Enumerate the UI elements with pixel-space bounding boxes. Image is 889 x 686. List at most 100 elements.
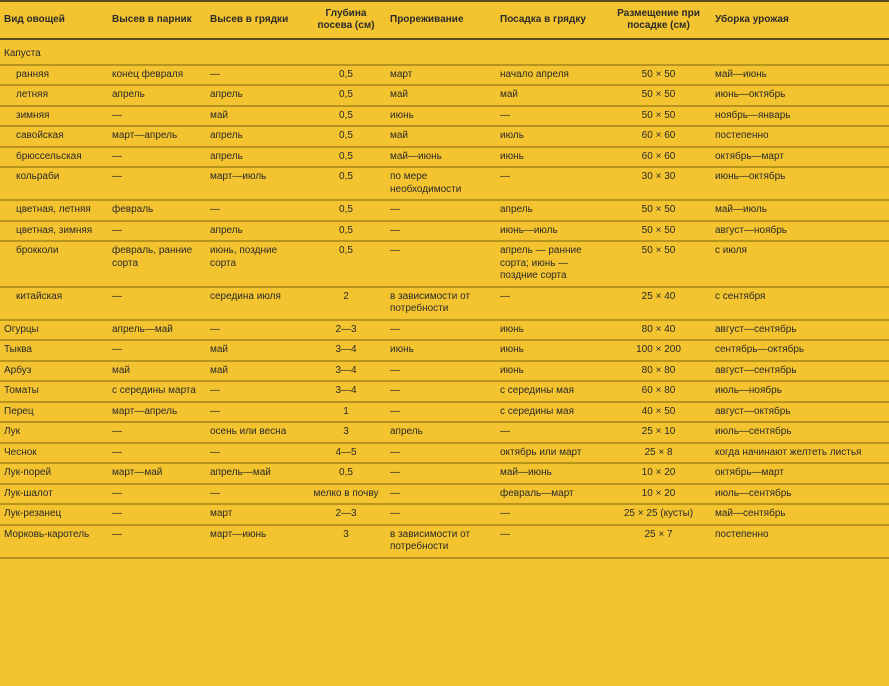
cell-depth: 1 xyxy=(306,402,386,423)
cell-harv: май—июнь xyxy=(711,65,889,86)
cell-harv: август—октябрь xyxy=(711,402,889,423)
cell-name: Лук-порей xyxy=(0,463,108,484)
cell-harv: постепенно xyxy=(711,525,889,558)
cell-harv: июнь—октябрь xyxy=(711,85,889,106)
cell-name: Лук-резанец xyxy=(0,504,108,525)
cell-space: 25 × 40 xyxy=(606,287,711,320)
col-header-gryad: Высев в грядки xyxy=(206,1,306,39)
cell-harv: август—сентябрь xyxy=(711,361,889,382)
cell-plant: июль xyxy=(496,126,606,147)
cell-gryad: — xyxy=(206,200,306,221)
cell-parnik: — xyxy=(108,287,206,320)
cell-harv: август—ноябрь xyxy=(711,221,889,242)
cell-depth: 0,5 xyxy=(306,85,386,106)
empty-cell xyxy=(496,39,606,65)
cell-space: 60 × 60 xyxy=(606,126,711,147)
cell-parnik: май xyxy=(108,361,206,382)
cell-name: Перец xyxy=(0,402,108,423)
cell-name: Огурцы xyxy=(0,320,108,341)
cell-space: 30 × 30 xyxy=(606,167,711,200)
cell-gryad: март xyxy=(206,504,306,525)
cell-space: 60 × 60 xyxy=(606,147,711,168)
cell-thin: — xyxy=(386,361,496,382)
cell-parnik: — xyxy=(108,422,206,443)
table-body: Капустаранняяконец февраля—0,5мартначало… xyxy=(0,39,889,558)
cell-depth: 3 xyxy=(306,525,386,558)
header-row: Вид овощей Высев в парник Высев в грядки… xyxy=(0,1,889,39)
cell-gryad: середина июля xyxy=(206,287,306,320)
cell-gryad: март—июнь xyxy=(206,525,306,558)
cell-depth: 3—4 xyxy=(306,340,386,361)
table-row: савойскаямарт—апрельапрель0,5майиюль60 ×… xyxy=(0,126,889,147)
cell-plant: — xyxy=(496,167,606,200)
table-row: Лук—осень или весна3апрель—25 × 10июль—с… xyxy=(0,422,889,443)
cell-gryad: — xyxy=(206,65,306,86)
cell-thin: — xyxy=(386,320,496,341)
cell-plant: с середины мая xyxy=(496,402,606,423)
cell-parnik: март—апрель xyxy=(108,402,206,423)
cell-space: 50 × 50 xyxy=(606,85,711,106)
cell-depth: 0,5 xyxy=(306,221,386,242)
cell-harv: постепенно xyxy=(711,126,889,147)
cell-plant: июнь xyxy=(496,320,606,341)
table-row: Лук-резанец—март2—3——25 × 25 (кусты)май—… xyxy=(0,504,889,525)
cell-plant: май—июнь xyxy=(496,463,606,484)
cell-thin: — xyxy=(386,241,496,287)
cell-plant: — xyxy=(496,106,606,127)
cell-depth: 0,5 xyxy=(306,147,386,168)
cell-parnik: с середины марта xyxy=(108,381,206,402)
cell-harv: июль—сентябрь xyxy=(711,422,889,443)
cell-harv: июнь—октябрь xyxy=(711,167,889,200)
cell-plant: с середины мая xyxy=(496,381,606,402)
cell-space: 60 × 80 xyxy=(606,381,711,402)
cell-plant: июнь xyxy=(496,340,606,361)
cell-plant: октябрь или март xyxy=(496,443,606,464)
col-header-depth: Глубина посева (см) xyxy=(306,1,386,39)
cell-gryad: апрель xyxy=(206,85,306,106)
cell-harv: май—июль xyxy=(711,200,889,221)
cell-thin: в зависимости от потребности xyxy=(386,525,496,558)
cell-parnik: февраль, ранние сорта xyxy=(108,241,206,287)
cell-name: ранняя xyxy=(0,65,108,86)
col-header-name: Вид овощей xyxy=(0,1,108,39)
table-row: Огурцыапрель—май—2—3—июнь80 × 40август—с… xyxy=(0,320,889,341)
empty-cell xyxy=(206,39,306,65)
cell-depth: 4—5 xyxy=(306,443,386,464)
cell-harv: май—сентябрь xyxy=(711,504,889,525)
cell-gryad: март—июль xyxy=(206,167,306,200)
table-row: Лук-пореймарт—майапрель—май0,5—май—июнь1… xyxy=(0,463,889,484)
cell-space: 100 × 200 xyxy=(606,340,711,361)
cell-name: летняя xyxy=(0,85,108,106)
cell-depth: 0,5 xyxy=(306,65,386,86)
cell-name: цветная, летняя xyxy=(0,200,108,221)
cell-gryad: май xyxy=(206,106,306,127)
table-row: Капуста xyxy=(0,39,889,65)
cell-harv: сентябрь—октябрь xyxy=(711,340,889,361)
table-row: Тыква—май3—4июньиюнь100 × 200сентябрь—ок… xyxy=(0,340,889,361)
cell-plant: — xyxy=(496,504,606,525)
cell-plant: июнь—июль xyxy=(496,221,606,242)
cell-thin: по мере необходимости xyxy=(386,167,496,200)
cell-space: 25 × 25 (кусты) xyxy=(606,504,711,525)
cell-thin: — xyxy=(386,200,496,221)
cell-space: 50 × 50 xyxy=(606,241,711,287)
cell-plant: июнь xyxy=(496,147,606,168)
cell-plant: апрель xyxy=(496,200,606,221)
cell-parnik: март—апрель xyxy=(108,126,206,147)
cell-space: 10 × 20 xyxy=(606,484,711,505)
cell-name: Морковь-каротель xyxy=(0,525,108,558)
cell-harv: октябрь—март xyxy=(711,463,889,484)
cell-harv: когда начинают желтеть листья xyxy=(711,443,889,464)
cell-gryad: осень или весна xyxy=(206,422,306,443)
cell-thin: в зависимости от потребности xyxy=(386,287,496,320)
cell-depth: мелко в почву xyxy=(306,484,386,505)
cell-name: зимняя xyxy=(0,106,108,127)
cell-space: 25 × 8 xyxy=(606,443,711,464)
cell-parnik: — xyxy=(108,167,206,200)
cell-space: 25 × 10 xyxy=(606,422,711,443)
cell-thin: май xyxy=(386,85,496,106)
cell-plant: май xyxy=(496,85,606,106)
table-row: Перецмарт—апрель—1—с середины мая40 × 50… xyxy=(0,402,889,423)
table-row: Лук-шалот——мелко в почву—февраль—март10 … xyxy=(0,484,889,505)
table-row: летняяапрельапрель0,5маймай50 × 50июнь—о… xyxy=(0,85,889,106)
